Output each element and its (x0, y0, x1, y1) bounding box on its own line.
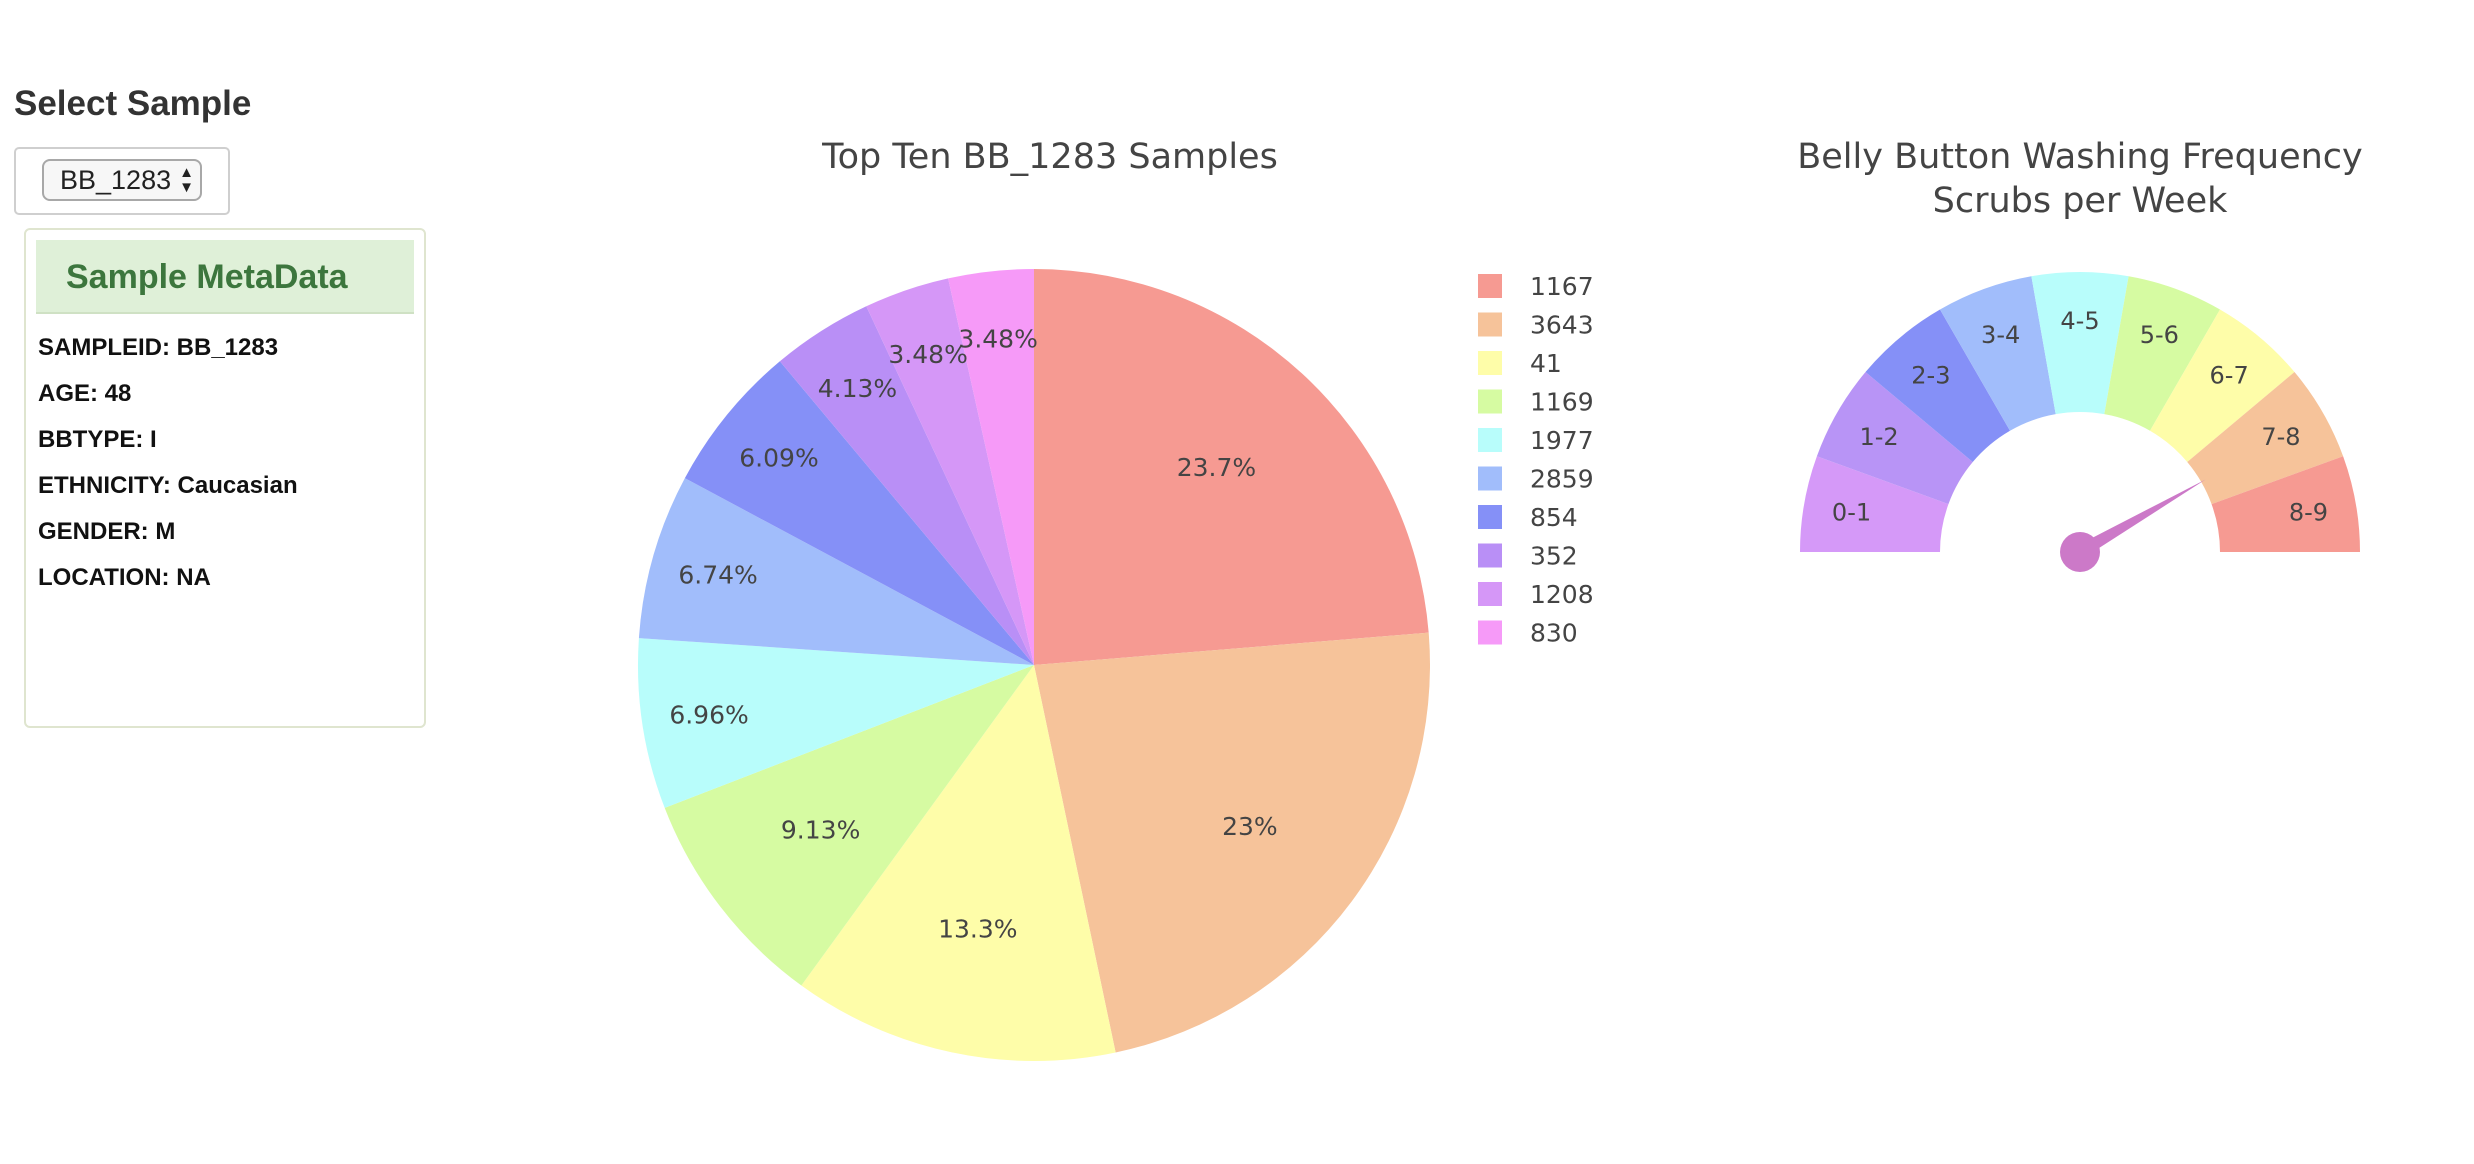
pie-slice-854[interactable] (684, 361, 1034, 665)
gauge-sector-1-2 (1816, 372, 1973, 505)
legend-label-1169: 1169 (1530, 388, 1594, 417)
metadata-location: LOCATION: NA (38, 564, 211, 591)
sample-select-dropdown[interactable]: BB_1283 ▲ ▼ (42, 159, 202, 201)
metadata-panel-header: Sample MetaData (36, 240, 414, 314)
gauge-sector-label-5-6: 5-6 (2140, 321, 2179, 349)
pie-legend: 1167 3643 41 1169 1977 2859 854 352 1208 830 (1478, 272, 1594, 648)
metadata-age: AGE: 48 (38, 380, 132, 407)
legend-label-1977: 1977 (1530, 426, 1594, 455)
gauge-needle (2060, 479, 2206, 572)
legend-swatch-352[interactable] (1478, 543, 1502, 568)
pie-slice-label-3643: 23% (1222, 812, 1278, 841)
legend-label-1208: 1208 (1530, 580, 1594, 609)
up-down-arrows-icon: ▲ ▼ (179, 164, 194, 196)
legend-label-41: 41 (1530, 349, 1562, 378)
sample-metadata-panel: Sample MetaData SAMPLEID: BB_1283 AGE: 4… (24, 228, 426, 728)
legend-swatch-1977[interactable] (1478, 428, 1502, 452)
pie-slice-label-2859: 6.74% (678, 560, 757, 589)
legend-swatch-41[interactable] (1478, 351, 1502, 375)
pie-slice-label-854: 6.09% (739, 444, 818, 473)
gauge-needle-hub (2060, 532, 2100, 572)
gauge-sector-6-7 (2150, 309, 2295, 463)
legend-label-2859: 2859 (1530, 465, 1594, 494)
pie-slice-label-1208: 3.48% (888, 340, 967, 369)
legend-swatch-1208[interactable] (1478, 582, 1502, 606)
pie-slice-2859[interactable] (638, 478, 1034, 665)
gauge-sector-2-3 (1865, 309, 2010, 463)
gauge-sector-5-6 (2104, 276, 2220, 431)
gauge-sector-8-9 (2211, 456, 2360, 552)
gauge-sector-7-8 (2187, 372, 2344, 505)
gauge-sector-label-8-9: 8-9 (2289, 499, 2328, 527)
legend-swatch-830[interactable] (1478, 620, 1502, 645)
gauge-sector-label-0-1: 0-1 (1832, 499, 1871, 527)
metadata-ethnicity: ETHNICITY: Caucasian (38, 472, 298, 499)
pie-slice-label-352: 4.13% (818, 374, 897, 403)
washing-frequency-gauge: Belly Button Washing Frequency Scrubs pe… (1797, 137, 2363, 572)
pie-slice-1208[interactable] (866, 278, 1034, 665)
gauge-subtitle: Scrubs per Week (1933, 181, 2228, 221)
pie-slice-1167[interactable] (1034, 269, 1429, 665)
gauge-sector-labels: 0-1 1-2 2-3 3-4 4-5 5-6 6-7 7-8 8-9 (1832, 307, 2328, 527)
pie-slice-830[interactable] (948, 269, 1034, 665)
legend-label-854: 854 (1530, 503, 1578, 532)
legend-swatch-3643[interactable] (1478, 312, 1502, 337)
sample-select-wrapper: BB_1283 ▲ ▼ (14, 147, 230, 215)
gauge-title: Belly Button Washing Frequency (1797, 137, 2363, 177)
gauge-sector-label-7-8: 7-8 (2261, 423, 2300, 451)
pie-slice-1977[interactable] (638, 638, 1034, 808)
gauge-sectors (1800, 272, 2360, 552)
metadata-gender: GENDER: M (38, 518, 176, 545)
legend-label-1167: 1167 (1530, 272, 1594, 301)
gauge-sector-label-4-5: 4-5 (2060, 307, 2099, 335)
gauge-sector-0-1 (1800, 456, 1949, 552)
metadata-panel-title: Sample MetaData (66, 258, 348, 296)
select-sample-heading: Select Sample (14, 84, 252, 123)
gauge-sector-label-6-7: 6-7 (2210, 361, 2249, 389)
legend-swatch-2859[interactable] (1478, 466, 1502, 491)
legend-swatch-1167[interactable] (1478, 274, 1502, 298)
legend-swatch-854[interactable] (1478, 505, 1502, 529)
pie-slice-1169[interactable] (664, 665, 1034, 986)
pie-slice-label-1167: 23.7% (1177, 453, 1256, 482)
pie-slice-label-1977: 6.96% (669, 700, 748, 729)
metadata-bbtype: BBTYPE: I (38, 426, 157, 453)
legend-label-352: 352 (1530, 542, 1578, 571)
sample-select-value: BB_1283 (60, 165, 172, 195)
gauge-sector-label-2-3: 2-3 (1911, 361, 1950, 389)
legend-label-830: 830 (1530, 619, 1578, 648)
pie-chart-title: Top Ten BB_1283 Samples (821, 137, 1278, 177)
pie-slice-label-41: 13.3% (938, 914, 1017, 943)
pie-slice-3643[interactable] (1034, 632, 1430, 1053)
gauge-sector-label-1-2: 1-2 (1859, 423, 1898, 451)
pie-slice-label-1169: 9.13% (781, 815, 860, 844)
legend-label-3643: 3643 (1530, 311, 1594, 340)
gauge-needle-pointer (2076, 479, 2206, 559)
legend-swatch-1169[interactable] (1478, 389, 1502, 414)
pie-slices (638, 269, 1430, 1061)
metadata-sampleid: SAMPLEID: BB_1283 (38, 334, 279, 361)
pie-slice-352[interactable] (779, 306, 1034, 665)
pie-slice-labels: 23.7% 23% 13.3% 9.13% 6.96% 6.74% 6.09% 4.13% 3.… (669, 324, 1277, 943)
gauge-sector-4-5 (2031, 272, 2129, 415)
gauge-sector-label-3-4: 3-4 (1981, 321, 2020, 349)
pie-slice-label-830: 3.48% (958, 324, 1037, 353)
pie-slice-41[interactable] (801, 665, 1116, 1061)
top-ten-pie-chart: Top Ten BB_1283 Samples 23.7% 23% 13.3% 9.1… (638, 137, 1594, 1061)
gauge-sector-3-4 (1940, 276, 2056, 431)
